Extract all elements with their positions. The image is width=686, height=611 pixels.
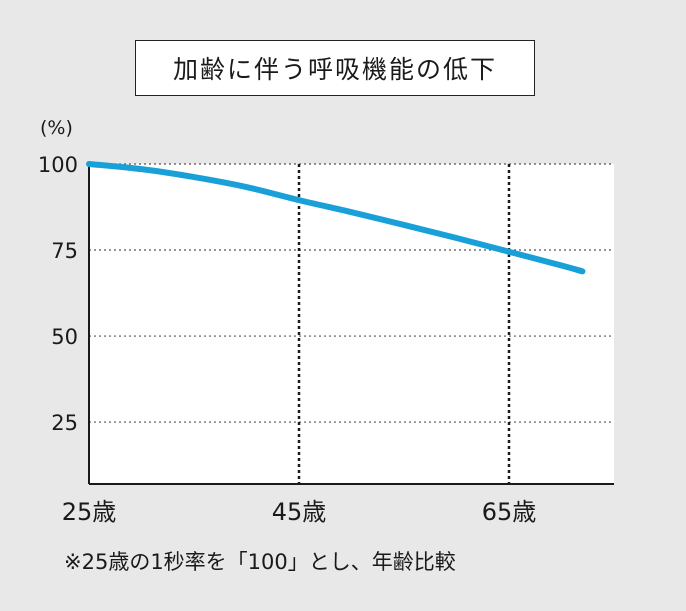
y-tick-label: 100: [38, 153, 78, 177]
series-line: [86, 161, 586, 275]
x-tick-label: 65歳: [482, 498, 537, 526]
y-tick-label: 50: [51, 325, 78, 349]
y-tick-label: 25: [51, 411, 78, 435]
y-tick-label: 75: [51, 239, 78, 263]
footnote: ※25歳の1秒率を「100」とし、年齢比較: [64, 550, 456, 574]
x-tick-labels: 25歳 45歳 65歳: [62, 498, 537, 526]
x-tick-label: 25歳: [62, 498, 117, 526]
vertical-gridlines: [297, 164, 511, 484]
y-axis-unit-label: (%): [40, 117, 73, 139]
y-tick-labels: 25 50 75 100: [38, 153, 78, 435]
plot-area: [89, 164, 614, 484]
x-tick-label: 45歳: [272, 498, 327, 526]
chart-title: 加齢に伴う呼吸機能の低下: [135, 40, 535, 96]
